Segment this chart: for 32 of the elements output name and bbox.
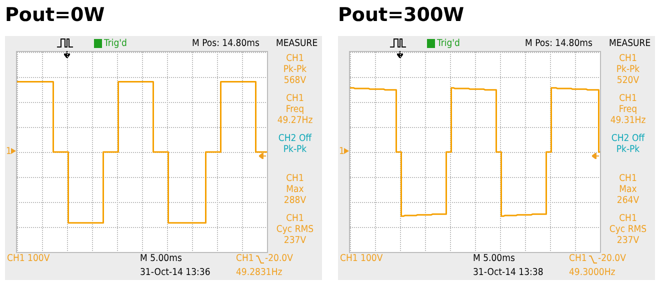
text: CH1 100V bbox=[340, 253, 383, 264]
text: CH1 Pk-Pk 568V bbox=[282, 53, 308, 86]
text: CH1 Cyc RMS 237V bbox=[275, 213, 315, 246]
text: CH1 Cyc RMS 237V bbox=[608, 213, 648, 246]
text: MEASURE bbox=[609, 38, 651, 49]
text: CH1 Max 288V bbox=[282, 173, 308, 206]
text: CH1 bbox=[236, 253, 254, 264]
text: 1 bbox=[339, 146, 344, 157]
text: Trig'd bbox=[104, 38, 127, 49]
text: M 5.00ms bbox=[473, 253, 515, 264]
text: Trig'd bbox=[437, 38, 460, 49]
text: 1 bbox=[6, 146, 12, 157]
text: CH1 100V bbox=[7, 253, 50, 264]
text: CH2 Off Pk-Pk bbox=[277, 133, 313, 155]
text: 31-Oct-14 13:38 bbox=[473, 267, 544, 278]
text: -20.0V bbox=[265, 253, 293, 264]
text: CH1 Pk-Pk 520V bbox=[615, 53, 641, 86]
text: 49.2831Hz bbox=[236, 267, 282, 278]
text: M Pos: 14.80ms bbox=[525, 38, 592, 49]
text: CH1 bbox=[569, 253, 587, 264]
text: -20.0V bbox=[598, 253, 626, 264]
text: 49.3000Hz bbox=[569, 267, 616, 278]
text: M 5.00ms bbox=[140, 253, 182, 264]
text: CH1 Freq 49.31Hz bbox=[609, 93, 647, 126]
text: CH1 Max 264V bbox=[616, 173, 640, 206]
chart-title: Pout=0W bbox=[5, 4, 105, 26]
chart-title: Pout=300W bbox=[338, 4, 464, 26]
text: MEASURE bbox=[276, 38, 318, 49]
text: CH2 Off Pk-Pk bbox=[610, 133, 646, 155]
text: M Pos: 14.80ms bbox=[192, 38, 260, 49]
text: CH1 Freq 49.27Hz bbox=[276, 93, 314, 126]
text: 31-Oct-14 13:36 bbox=[140, 267, 210, 278]
